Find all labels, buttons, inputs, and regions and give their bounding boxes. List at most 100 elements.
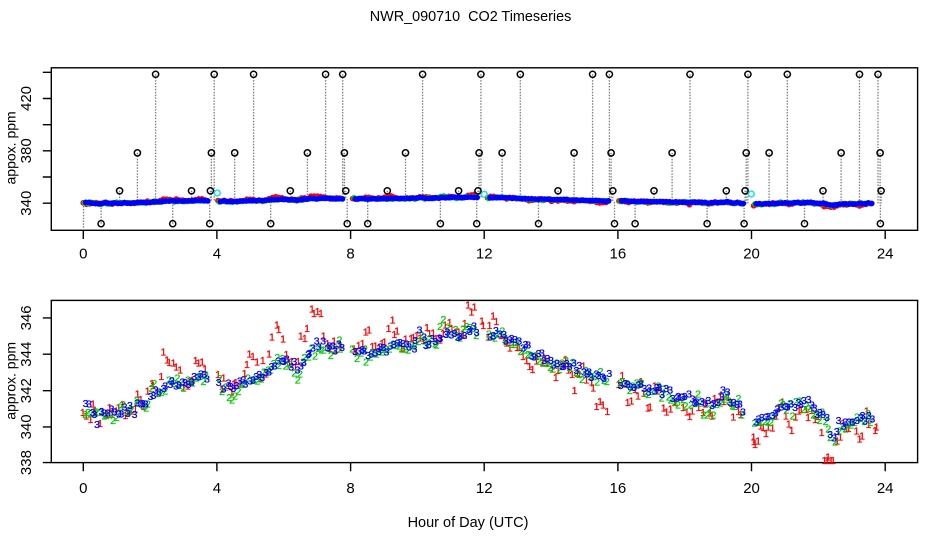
svg-text:344: 344: [18, 342, 35, 367]
svg-text:1: 1: [693, 394, 699, 406]
svg-text:3: 3: [727, 397, 733, 409]
svg-text:3: 3: [627, 382, 633, 394]
svg-text:2: 2: [509, 339, 515, 351]
svg-text:1: 1: [160, 347, 166, 359]
svg-text:1: 1: [628, 396, 634, 408]
svg-text:1: 1: [563, 354, 569, 366]
svg-text:340: 340: [18, 191, 35, 216]
svg-text:2: 2: [354, 353, 360, 365]
svg-text:1: 1: [145, 386, 151, 398]
svg-text:0: 0: [79, 480, 87, 497]
svg-text:1: 1: [712, 393, 718, 405]
svg-text:2: 2: [570, 357, 576, 369]
svg-text:2: 2: [726, 396, 732, 408]
svg-text:3: 3: [734, 399, 740, 411]
svg-text:3: 3: [356, 346, 362, 358]
svg-text:2: 2: [259, 374, 265, 386]
svg-text:1: 1: [125, 407, 131, 419]
svg-text:2: 2: [135, 397, 141, 409]
svg-text:1: 1: [280, 334, 286, 346]
svg-text:2: 2: [827, 432, 833, 444]
svg-text:2: 2: [790, 411, 796, 423]
svg-text:2: 2: [403, 344, 409, 356]
svg-text:1: 1: [399, 342, 405, 354]
svg-text:3: 3: [291, 356, 297, 368]
svg-text:1: 1: [325, 338, 331, 350]
svg-text:3: 3: [670, 393, 676, 405]
svg-text:1: 1: [185, 381, 191, 393]
svg-text:2: 2: [155, 388, 161, 400]
svg-text:1: 1: [260, 355, 266, 367]
svg-text:3: 3: [783, 401, 789, 413]
svg-text:1: 1: [645, 402, 651, 414]
svg-text:2: 2: [454, 331, 460, 343]
svg-text:2: 2: [550, 363, 556, 375]
svg-text:2: 2: [630, 380, 636, 392]
svg-text:1: 1: [735, 406, 741, 418]
svg-text:1: 1: [351, 343, 357, 355]
svg-text:2: 2: [415, 336, 421, 348]
svg-text:3: 3: [295, 365, 301, 377]
svg-text:2: 2: [437, 321, 443, 333]
svg-text:2: 2: [499, 326, 505, 338]
svg-text:1: 1: [498, 330, 504, 342]
svg-text:2: 2: [813, 410, 819, 422]
svg-text:1: 1: [821, 455, 827, 467]
svg-text:3: 3: [523, 339, 529, 351]
svg-text:3: 3: [759, 412, 765, 424]
svg-text:2: 2: [518, 346, 524, 358]
svg-text:1: 1: [408, 333, 414, 345]
svg-text:2: 2: [679, 391, 685, 403]
svg-text:1: 1: [289, 356, 295, 368]
svg-text:2: 2: [316, 343, 322, 355]
svg-text:2: 2: [393, 340, 399, 352]
svg-text:2: 2: [149, 383, 155, 395]
svg-text:2: 2: [287, 359, 293, 371]
svg-text:1: 1: [604, 406, 610, 418]
svg-text:1: 1: [763, 428, 769, 440]
svg-text:1: 1: [514, 342, 520, 354]
svg-text:3: 3: [284, 354, 290, 366]
svg-text:3: 3: [466, 324, 472, 336]
svg-text:1: 1: [805, 412, 811, 424]
svg-text:3: 3: [247, 375, 253, 387]
svg-text:3: 3: [497, 329, 503, 341]
svg-text:2: 2: [373, 348, 379, 360]
svg-text:3: 3: [167, 379, 173, 391]
svg-text:3: 3: [862, 415, 868, 427]
svg-text:1: 1: [789, 425, 795, 437]
svg-text:2: 2: [332, 344, 338, 356]
svg-text:3: 3: [426, 339, 432, 351]
svg-text:1: 1: [292, 362, 298, 374]
svg-text:3: 3: [858, 412, 864, 424]
svg-text:1: 1: [363, 327, 369, 339]
svg-text:1: 1: [263, 369, 269, 381]
svg-text:2: 2: [396, 341, 402, 353]
svg-text:1: 1: [135, 389, 141, 401]
svg-text:3: 3: [866, 410, 872, 422]
svg-text:3: 3: [509, 333, 515, 345]
svg-text:3: 3: [237, 376, 243, 388]
svg-text:2: 2: [704, 409, 710, 421]
svg-text:1: 1: [274, 320, 280, 332]
svg-text:2: 2: [226, 392, 232, 404]
svg-text:3: 3: [806, 394, 812, 406]
svg-text:2: 2: [291, 367, 297, 379]
svg-text:3: 3: [281, 356, 287, 368]
svg-text:2: 2: [540, 356, 546, 368]
svg-text:2: 2: [825, 424, 831, 436]
svg-text:1: 1: [834, 436, 840, 448]
svg-text:342: 342: [18, 378, 35, 403]
svg-text:3: 3: [288, 362, 294, 374]
svg-text:3: 3: [646, 386, 652, 398]
svg-text:1: 1: [369, 341, 375, 353]
svg-text:12: 12: [476, 246, 493, 263]
svg-text:2: 2: [242, 379, 248, 391]
svg-text:2: 2: [752, 417, 758, 429]
svg-text:2: 2: [771, 411, 777, 423]
svg-text:1: 1: [542, 353, 548, 365]
svg-text:1: 1: [812, 414, 818, 426]
svg-text:2: 2: [816, 415, 822, 427]
svg-text:2: 2: [739, 409, 745, 421]
svg-text:3: 3: [143, 399, 149, 411]
